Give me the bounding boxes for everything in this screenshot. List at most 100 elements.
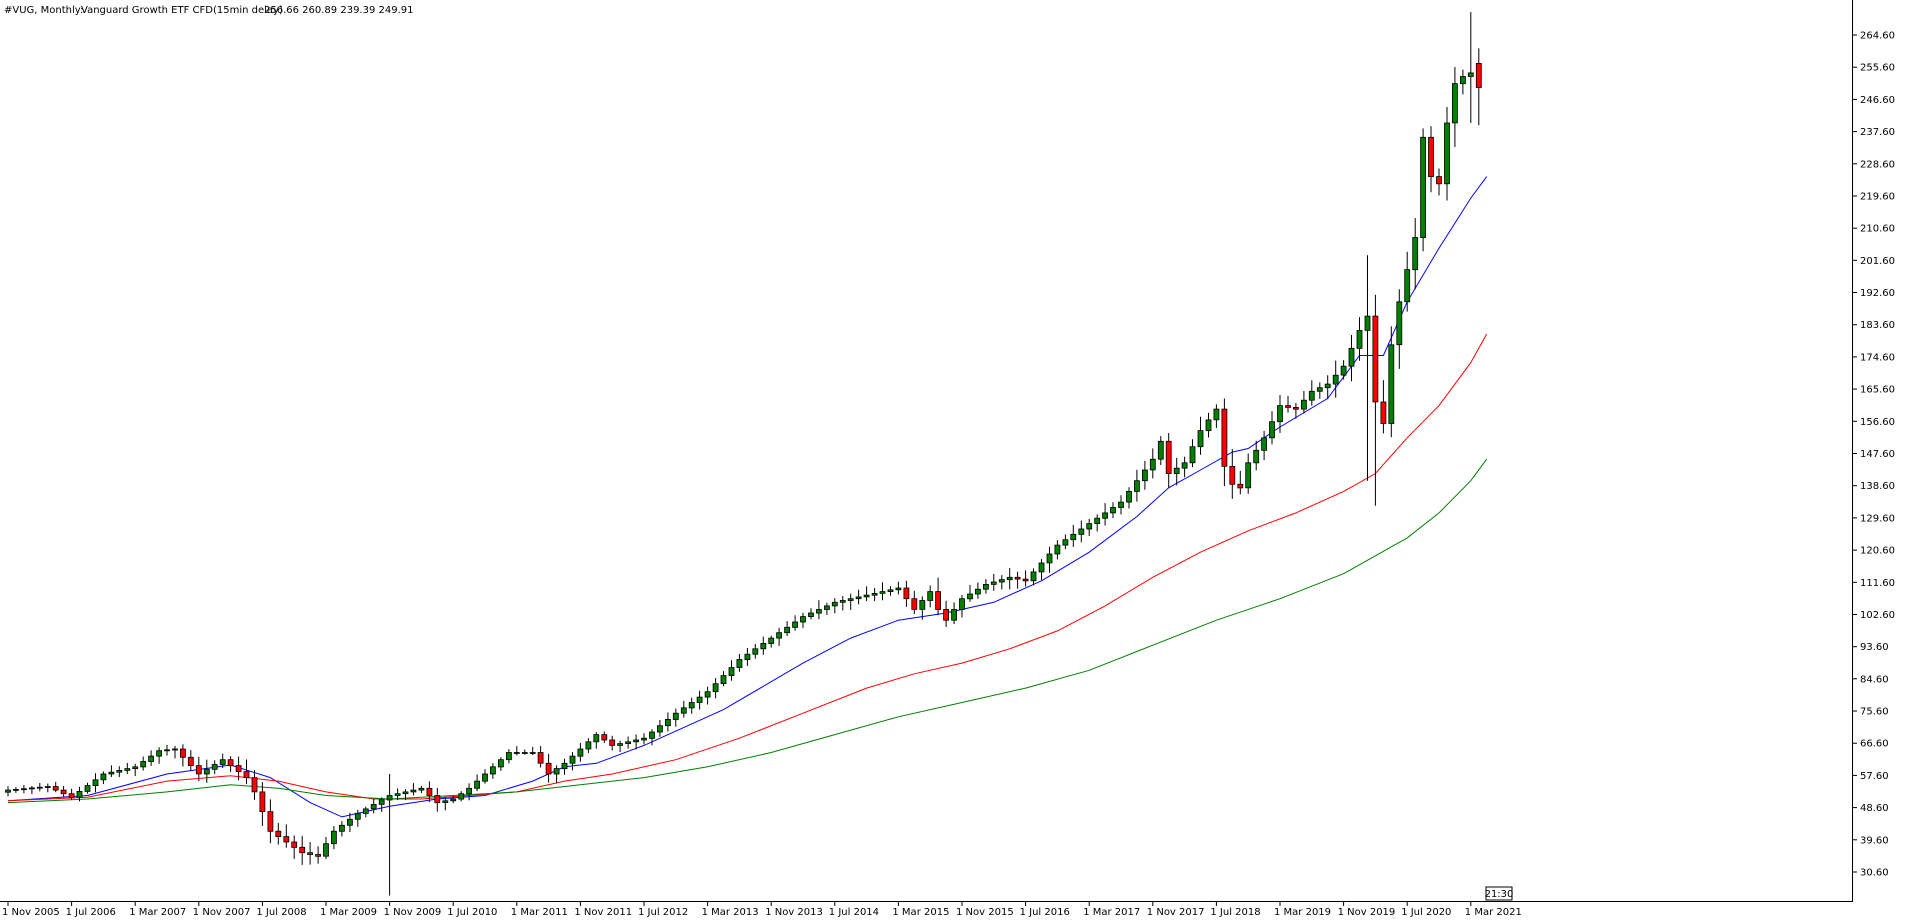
- candle-body: [148, 755, 155, 762]
- candle-body: [975, 588, 981, 595]
- candle: [665, 712, 671, 732]
- candle-body: [291, 841, 298, 848]
- candle: [1142, 460, 1148, 490]
- candle-body: [649, 731, 655, 739]
- candle-body: [211, 764, 218, 770]
- candle-body: [378, 799, 385, 805]
- candle: [641, 733, 647, 745]
- candle: [1237, 470, 1244, 495]
- candle: [1078, 520, 1085, 543]
- candle: [474, 774, 481, 792]
- price-tick-label: 192.60: [1860, 288, 1895, 299]
- candle: [609, 735, 616, 751]
- candle-body: [140, 761, 147, 768]
- candle: [124, 763, 131, 774]
- candle-body: [1380, 401, 1387, 424]
- candle-body: [116, 770, 123, 773]
- candle: [847, 593, 854, 610]
- candle: [1332, 360, 1339, 398]
- candle-body: [1086, 523, 1093, 530]
- candle-body: [1237, 483, 1244, 489]
- candle-body: [1261, 437, 1267, 451]
- candle-body: [1094, 517, 1101, 525]
- candle-body: [330, 830, 337, 845]
- candle: [172, 745, 178, 759]
- candle: [688, 697, 695, 714]
- candle-body: [625, 741, 631, 744]
- price-tick-label: 255.60: [1860, 63, 1895, 74]
- candle-body: [1030, 571, 1037, 582]
- candle: [1014, 571, 1021, 589]
- candle: [720, 671, 727, 687]
- price-tick-label: 66.60: [1860, 739, 1889, 750]
- candle-body: [1293, 406, 1299, 410]
- chart-description: Vanguard Growth ETF CFD(15min delay): [81, 5, 283, 16]
- candle-body: [959, 598, 965, 610]
- candle: [998, 575, 1005, 590]
- candle: [1213, 404, 1220, 428]
- candle-body: [824, 605, 830, 610]
- candle: [1006, 568, 1013, 590]
- candle-body: [641, 737, 647, 741]
- candle: [346, 812, 353, 832]
- candle-body: [1460, 76, 1466, 85]
- candle-body: [1173, 467, 1180, 475]
- price-tick-label: 264.60: [1860, 31, 1895, 42]
- candle: [28, 785, 35, 795]
- candle: [990, 573, 997, 591]
- candle: [386, 774, 393, 896]
- price-tick-label: 165.60: [1860, 385, 1895, 396]
- candle: [203, 759, 210, 783]
- candle: [259, 782, 266, 826]
- candle-body: [1316, 387, 1323, 392]
- price-tick-label: 30.60: [1860, 868, 1889, 879]
- candle-body: [52, 786, 59, 791]
- price-tick-label: 228.60: [1860, 159, 1895, 170]
- time-marker-box: [1485, 886, 1513, 901]
- candle-body: [1245, 462, 1252, 489]
- candle-body: [704, 691, 711, 698]
- candle: [887, 586, 894, 596]
- candle: [378, 797, 385, 812]
- candle: [577, 743, 584, 762]
- candle: [1293, 403, 1299, 419]
- candle: [959, 595, 965, 618]
- candle: [362, 806, 369, 818]
- candle: [1149, 448, 1156, 479]
- candle-body: [1285, 405, 1291, 408]
- candle: [219, 753, 226, 768]
- candle-body: [1022, 578, 1029, 582]
- candle-body: [1467, 72, 1474, 77]
- candle: [800, 612, 806, 628]
- candle: [164, 745, 170, 756]
- time-tick-label: 1 Nov 2007: [193, 907, 251, 918]
- candle: [649, 729, 655, 746]
- candle-body: [1229, 465, 1236, 485]
- candle: [1420, 128, 1426, 252]
- price-tick-label: 129.60: [1860, 513, 1895, 524]
- chart-header: #VUG, Monthly: Vanguard Growth ETF CFD(1…: [4, 5, 414, 16]
- candle-body: [863, 594, 870, 598]
- time-marker: 21:30: [1485, 886, 1513, 901]
- candle: [267, 799, 274, 844]
- candle: [275, 822, 282, 845]
- candle-body: [283, 836, 290, 843]
- candle: [338, 821, 345, 837]
- price-tick-label: 48.60: [1860, 803, 1889, 814]
- candle: [1110, 502, 1116, 519]
- candles: [5, 12, 1482, 896]
- candle: [593, 732, 600, 749]
- candle-body: [1396, 301, 1403, 346]
- candle: [283, 824, 290, 848]
- candle-body: [1452, 83, 1458, 124]
- candle: [1046, 546, 1053, 573]
- candle-body: [132, 766, 139, 769]
- candle: [76, 786, 83, 802]
- candle: [100, 771, 107, 784]
- candle-body: [513, 752, 520, 754]
- candle-body: [92, 779, 99, 786]
- candle-body: [871, 593, 878, 596]
